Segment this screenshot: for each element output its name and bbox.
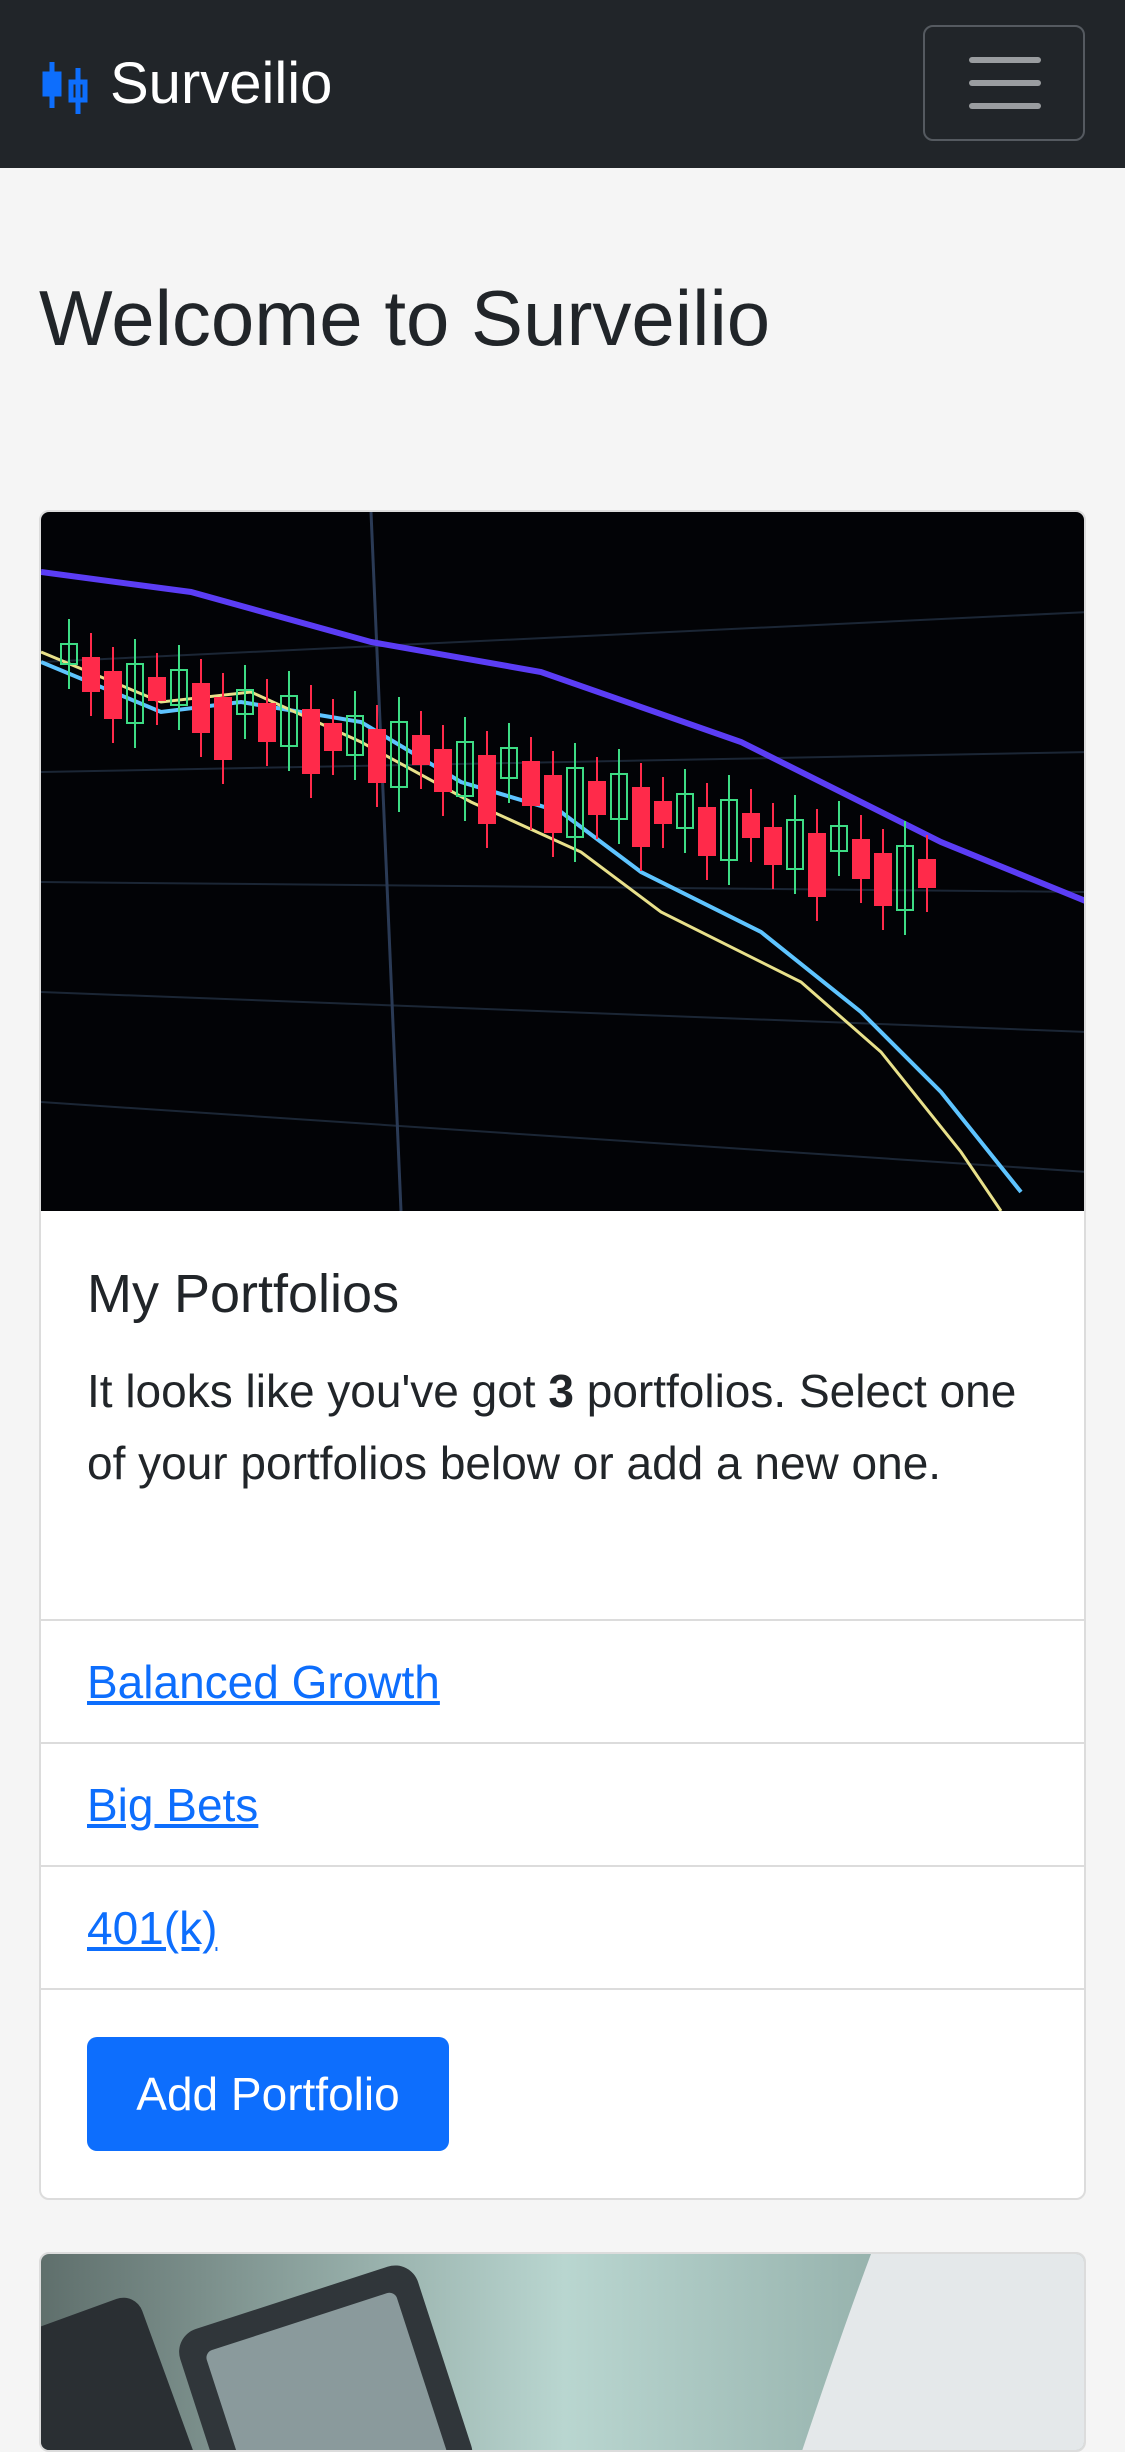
toggle-bar <box>969 80 1041 86</box>
image-detail <box>654 801 672 824</box>
image-detail <box>632 787 650 847</box>
image-detail <box>390 721 408 788</box>
image-detail <box>148 677 166 701</box>
image-detail <box>368 729 386 783</box>
image-detail <box>41 569 1084 904</box>
card-image <box>41 512 1084 1211</box>
toggle-bar <box>969 103 1041 109</box>
card-title: My Portfolios <box>87 1264 400 1324</box>
list-item: Balanced Growth <box>41 1619 1084 1742</box>
image-detail <box>192 683 210 733</box>
image-detail <box>214 697 232 760</box>
page-heading: Welcome to Surveilio <box>39 274 771 362</box>
divider <box>41 1988 1084 1990</box>
image-detail <box>60 643 78 665</box>
image-detail <box>478 755 496 824</box>
second-card <box>39 2252 1086 2452</box>
image-detail <box>126 663 144 724</box>
image-detail <box>41 751 1084 773</box>
image-detail <box>610 773 628 820</box>
portfolio-link[interactable]: Balanced Growth <box>87 1656 440 1708</box>
portfolio-link[interactable]: 401(k) <box>87 1902 218 1954</box>
image-detail <box>786 819 804 870</box>
image-detail <box>742 813 760 838</box>
portfolio-link[interactable]: Big Bets <box>87 1779 259 1831</box>
image-detail <box>369 512 403 1211</box>
image-detail <box>500 747 518 779</box>
image-detail <box>104 671 122 719</box>
image-detail <box>830 825 848 852</box>
image-detail <box>764 827 782 865</box>
image-detail <box>874 853 892 906</box>
image-detail <box>170 669 188 706</box>
navbar: Surveilio <box>0 0 1125 168</box>
card-text: It looks like you've got 3 portfolios. S… <box>87 1355 1047 1499</box>
image-detail <box>280 695 298 747</box>
menu-toggle[interactable] <box>923 25 1085 141</box>
image-detail <box>434 749 452 792</box>
image-detail <box>566 767 584 838</box>
list-item: 401(k) <box>41 1865 1084 1988</box>
image-detail <box>258 703 276 742</box>
text: portfolios. Select one of your portfolio… <box>87 1365 1017 1489</box>
image-detail <box>852 839 870 879</box>
image-detail <box>324 723 342 751</box>
image-detail <box>236 689 254 715</box>
image-detail <box>896 845 914 911</box>
image-detail <box>41 991 1084 1033</box>
image-detail <box>808 833 826 897</box>
image-detail <box>41 611 1084 663</box>
image-detail <box>522 761 540 806</box>
list-item: Big Bets <box>41 1742 1084 1865</box>
logo-icon <box>42 62 88 114</box>
card-image <box>41 2254 1084 2450</box>
image-detail <box>544 775 562 833</box>
image-detail <box>588 781 606 815</box>
image-detail <box>412 735 430 765</box>
brand[interactable]: Surveilio <box>110 51 333 116</box>
image-detail <box>41 1101 1084 1173</box>
image-detail <box>698 807 716 856</box>
image-detail <box>676 793 694 829</box>
toggle-bar <box>969 57 1041 63</box>
image-detail <box>346 715 364 756</box>
image-detail <box>302 709 320 774</box>
portfolio-card: My Portfolios It looks like you've got 3… <box>39 510 1086 2200</box>
image-detail <box>82 657 100 692</box>
image-detail <box>720 799 738 861</box>
portfolio-count: 3 <box>548 1365 574 1417</box>
add-portfolio-button[interactable]: Add Portfolio <box>87 2037 449 2151</box>
image-detail <box>456 741 474 797</box>
image-detail <box>41 650 1003 1211</box>
image-detail <box>918 859 936 888</box>
text: It looks like you've got <box>87 1365 549 1417</box>
